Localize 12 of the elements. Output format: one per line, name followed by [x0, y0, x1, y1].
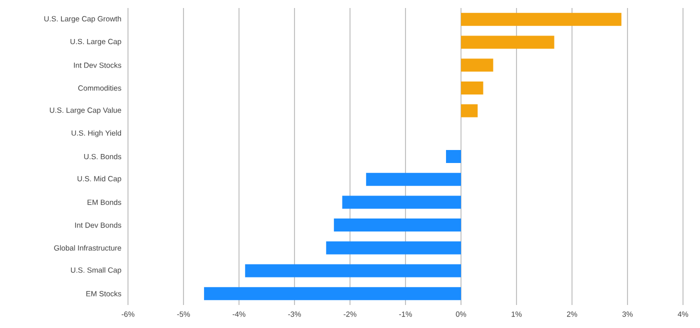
bar [245, 264, 462, 278]
bar [461, 104, 478, 118]
bar [461, 12, 622, 26]
bar [334, 218, 462, 232]
bar [461, 81, 484, 94]
bar [366, 172, 462, 186]
bar [326, 241, 462, 254]
bar [461, 58, 494, 72]
bar [446, 150, 462, 164]
bar [204, 287, 462, 300]
bar [342, 196, 462, 209]
bar [461, 36, 554, 49]
